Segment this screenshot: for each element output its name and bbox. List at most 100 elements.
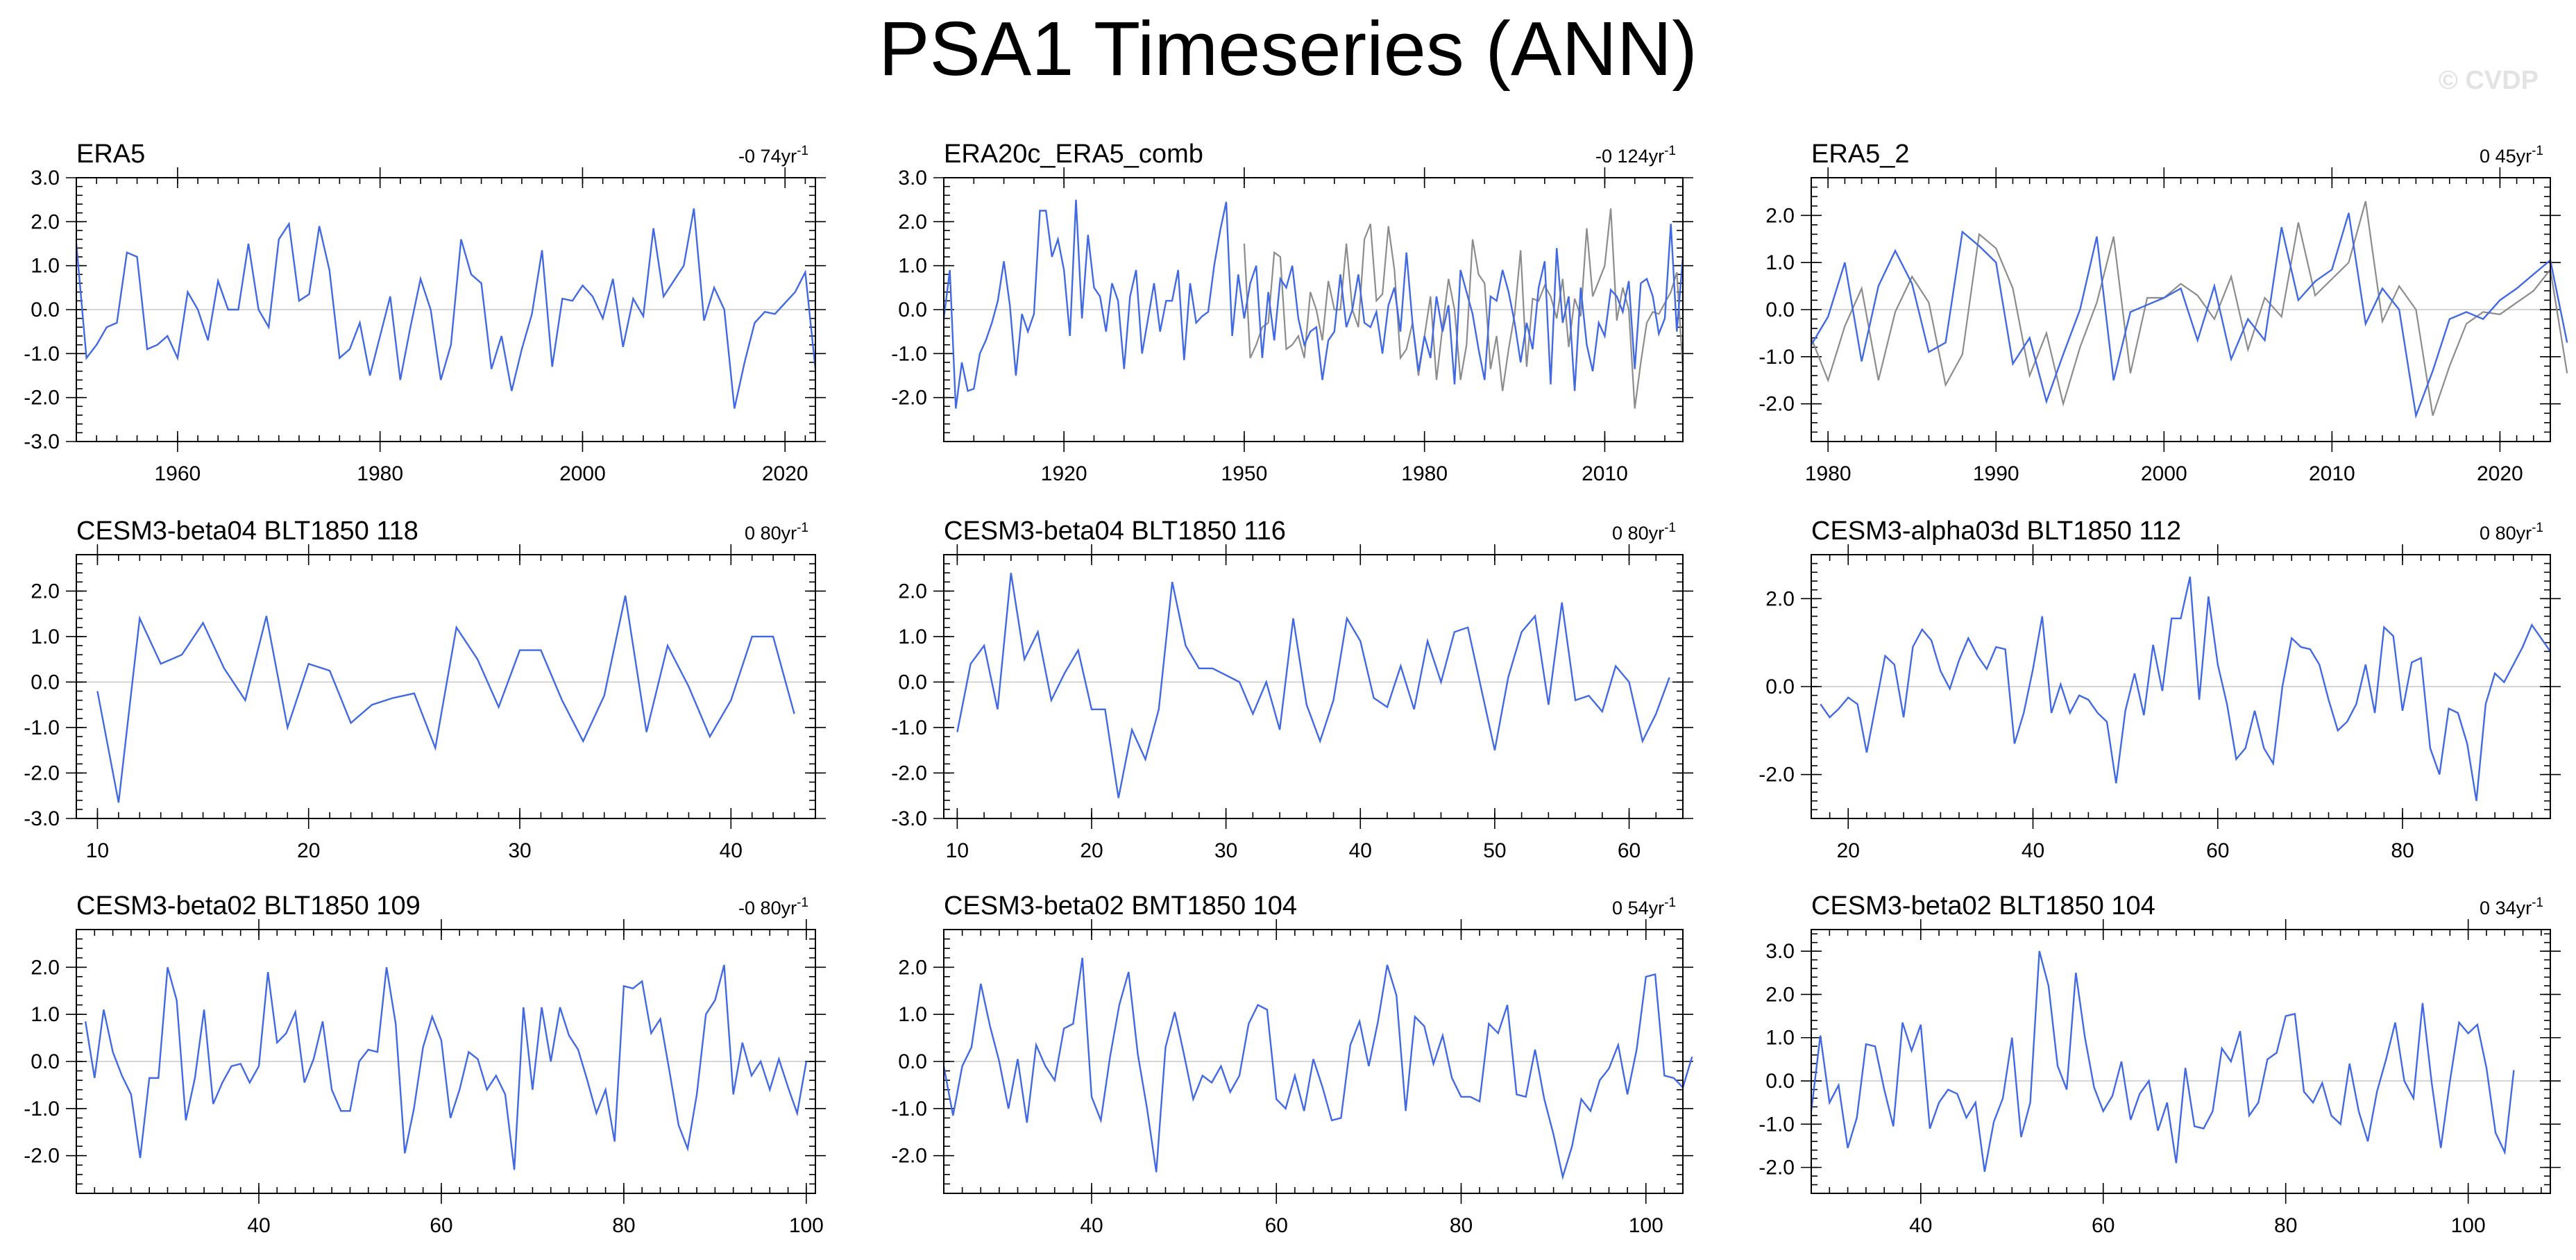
plot-frame xyxy=(943,929,1684,1194)
x-tick-label: 60 xyxy=(2092,1214,2115,1237)
figure-title: PSA1 Timeseries (ANN) xyxy=(879,6,1697,92)
x-tick-label: 60 xyxy=(1618,839,1641,862)
x-tick-label: 2020 xyxy=(762,462,808,485)
trend-label: 0 54yr-1 xyxy=(1612,896,1676,918)
x-tick-label: 40 xyxy=(1080,1214,1103,1237)
trend-exponent: -1 xyxy=(2532,144,2543,158)
x-tick-label: 100 xyxy=(2451,1214,2486,1237)
y-tick-label: 0.0 xyxy=(898,299,927,321)
panel-title: ERA20c_ERA5_comb xyxy=(944,140,1203,169)
x-tick-label: 30 xyxy=(1214,839,1237,862)
y-tick-label: -2.0 xyxy=(891,387,927,410)
y-tick-label: 1.0 xyxy=(1765,251,1795,274)
x-tick-label: 2010 xyxy=(1582,462,1628,485)
series-line xyxy=(956,573,1670,798)
x-tick-label: 80 xyxy=(612,1214,635,1237)
x-tick-label: 2010 xyxy=(2309,462,2355,485)
trend-exponent: -1 xyxy=(797,521,808,535)
series-line xyxy=(942,957,1693,1181)
x-tick-label: 1960 xyxy=(155,462,201,485)
x-tick-label: 80 xyxy=(1450,1214,1473,1237)
y-tick-label: 0.0 xyxy=(31,1050,60,1073)
trend-label: -0 74yr-1 xyxy=(738,144,808,167)
plot-frame xyxy=(76,929,816,1194)
chart-panel: ERA5 -0 74yr-1 -3.0 -2.0 -1.0 0.0 1.0 2.0 3.0 196… xyxy=(24,140,826,485)
y-tick-label: -1.0 xyxy=(1759,1113,1795,1136)
y-tick-label: -2.0 xyxy=(1759,1157,1795,1179)
chart-panel: CESM3-beta02 BMT1850 104 0 54yr-1 -2.0 -1.0… xyxy=(891,891,1693,1237)
y-tick-label: 1.0 xyxy=(898,625,927,648)
y-tick-label: 0.0 xyxy=(31,671,60,694)
watermark: © CVDP xyxy=(2439,66,2539,95)
y-tick-label: 0.0 xyxy=(1765,675,1795,698)
series-line xyxy=(96,595,795,803)
y-tick-label: 3.0 xyxy=(31,167,60,190)
y-tick-label: 2.0 xyxy=(1765,204,1795,227)
panel-title: CESM3-beta02 BLT1850 104 xyxy=(1811,891,2155,921)
plot-frame xyxy=(76,177,816,442)
y-tick-label: 1.0 xyxy=(31,1003,60,1026)
y-tick-label: 0.0 xyxy=(31,299,60,321)
x-tick-label: 1990 xyxy=(1973,462,2019,485)
y-tick-label: 1.0 xyxy=(31,625,60,648)
panel-title: ERA5 xyxy=(76,140,145,169)
y-tick-label: -2.0 xyxy=(1759,393,1795,416)
x-tick-label: 40 xyxy=(247,1214,270,1237)
y-tick-label: -3.0 xyxy=(24,430,60,453)
trend-exponent: -1 xyxy=(1664,896,1676,910)
y-tick-label: 2.0 xyxy=(898,580,927,603)
y-tick-label: -3.0 xyxy=(24,807,60,830)
x-tick-label: 20 xyxy=(297,839,320,862)
y-tick-label: 2.0 xyxy=(31,210,60,233)
trend-exponent: -1 xyxy=(2532,896,2543,910)
y-tick-label: -3.0 xyxy=(891,807,927,830)
y-tick-label: -1.0 xyxy=(24,342,60,365)
chart-panel: CESM3-beta04 BLT1850 116 0 80yr-1 -3.0 -2.0… xyxy=(891,516,1693,862)
x-tick-label: 10 xyxy=(86,839,109,862)
panel-title: CESM3-beta02 BLT1850 109 xyxy=(76,891,421,921)
x-tick-label: 100 xyxy=(789,1214,824,1237)
y-tick-label: 2.0 xyxy=(898,956,927,979)
x-tick-label: 40 xyxy=(1349,839,1372,862)
y-tick-label: 1.0 xyxy=(898,1003,927,1026)
y-tick-label: 2.0 xyxy=(1765,983,1795,1006)
y-tick-label: 3.0 xyxy=(898,167,927,190)
x-tick-label: 20 xyxy=(1837,839,1860,862)
y-tick-label: 0.0 xyxy=(898,671,927,694)
y-tick-label: -2.0 xyxy=(1759,764,1795,787)
y-tick-label: 1.0 xyxy=(898,255,927,278)
series-line xyxy=(84,964,808,1170)
y-tick-label: -1.0 xyxy=(891,342,927,365)
y-tick-label: -1.0 xyxy=(24,716,60,739)
y-tick-label: -1.0 xyxy=(24,1098,60,1120)
chart-panel: CESM3-beta02 BLT1850 109 -0 80yr-1 -2.0 -1.… xyxy=(24,891,826,1237)
trend-exponent: -1 xyxy=(797,144,808,158)
chart-panel: CESM3-beta02 BLT1850 104 0 34yr-1 -2.0 -1.0… xyxy=(1759,891,2561,1237)
x-tick-label: 60 xyxy=(2206,839,2229,862)
series-line xyxy=(1820,576,2551,801)
y-tick-label: -1.0 xyxy=(891,716,927,739)
x-tick-label: 20 xyxy=(1080,839,1103,862)
series-line xyxy=(942,199,1684,409)
panel-title: CESM3-alpha03d BLT1850 112 xyxy=(1811,516,2181,546)
x-tick-label: 10 xyxy=(946,839,969,862)
series-line xyxy=(1810,950,2515,1173)
y-tick-label: 2.0 xyxy=(1765,587,1795,610)
x-tick-label: 80 xyxy=(2391,839,2414,862)
y-tick-label: -2.0 xyxy=(24,387,60,410)
y-tick-label: 0.0 xyxy=(1765,299,1795,321)
x-tick-label: 1980 xyxy=(1401,462,1448,485)
trend-exponent: -1 xyxy=(797,896,808,910)
y-tick-label: 2.0 xyxy=(898,210,927,233)
x-tick-label: 40 xyxy=(1909,1214,1932,1237)
plot-frame xyxy=(1811,177,2551,442)
x-tick-label: 40 xyxy=(2022,839,2044,862)
plot-frame xyxy=(943,554,1684,819)
y-tick-label: -1.0 xyxy=(1759,346,1795,369)
y-tick-label: 3.0 xyxy=(1765,940,1795,963)
trend-exponent: -1 xyxy=(2532,521,2543,535)
x-tick-label: 40 xyxy=(720,839,743,862)
trend-label: -0 124yr-1 xyxy=(1595,144,1676,167)
trend-label: 0 45yr-1 xyxy=(2480,144,2543,167)
y-tick-label: 1.0 xyxy=(1765,1027,1795,1050)
